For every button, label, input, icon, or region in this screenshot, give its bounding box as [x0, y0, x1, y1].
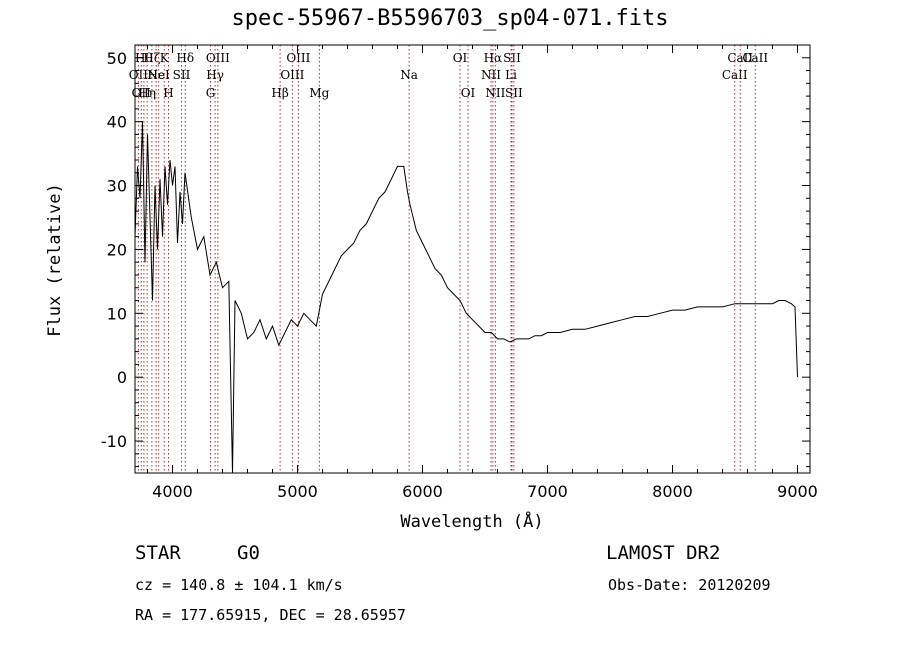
line-label-14: Hβ	[271, 86, 288, 100]
observation-date: Obs-Date: 20120209	[608, 576, 771, 594]
x-axis-label: Wavelength (Å)	[400, 512, 544, 532]
survey-name: LAMOST DR2	[606, 542, 721, 564]
y-axis-label: Flux (relative)	[45, 183, 65, 337]
x-tick-label-1: 5000	[277, 482, 318, 501]
y-tick-label-1: 0	[117, 368, 127, 387]
line-label-22: Hα	[484, 51, 503, 65]
line-label-11: G	[206, 86, 216, 100]
line-label-3: Hη	[138, 86, 156, 100]
object-class: STAR	[135, 542, 181, 564]
line-label-5: Ne	[147, 68, 165, 82]
line-label-6: HeI	[147, 68, 170, 82]
line-label-25: SII	[503, 51, 521, 65]
line-label-18: Na	[400, 68, 418, 82]
chart-title: spec-55967-B5596703_sp04-071.fits	[231, 6, 669, 31]
line-label-2: Hθ	[135, 51, 153, 65]
line-label-23: NII	[485, 86, 505, 100]
line-label-13: OIII	[206, 51, 230, 65]
line-label-12: Hγ	[206, 68, 224, 82]
y-tick-label-4: 30	[107, 177, 127, 196]
line-label-8: H	[163, 86, 173, 100]
line-label-28: CaII	[727, 51, 753, 65]
y-tick-label-6: 50	[107, 49, 127, 68]
redshift-velocity: cz = 140.8 ± 104.1 km/s	[135, 576, 343, 594]
line-label-7: K	[160, 51, 170, 65]
spectrum-line	[134, 121, 798, 474]
y-tick-label-0: -10	[101, 432, 127, 451]
line-label-17: Mg	[309, 86, 329, 100]
plot-frame	[134, 44, 811, 474]
line-label-24: Li	[505, 68, 517, 82]
sky-coordinates: RA = 177.65915, DEC = 28.65957	[135, 606, 406, 624]
y-tick-label-2: 10	[107, 304, 127, 323]
line-label-15: OIII	[280, 68, 304, 82]
y-tick-label-3: 20	[107, 240, 127, 259]
line-label-10: Hδ	[176, 51, 194, 65]
x-tick-label-4: 8000	[652, 482, 693, 501]
line-label-9: SII	[173, 68, 191, 82]
object-subclass: G0	[237, 542, 260, 564]
x-tick-label-3: 7000	[527, 482, 568, 501]
x-tick-label-0: 4000	[152, 482, 193, 501]
line-label-16: OIII	[286, 51, 310, 65]
line-label-26: SII	[505, 86, 523, 100]
line-label-20: OI	[461, 86, 476, 100]
x-tick-label-2: 6000	[402, 482, 443, 501]
y-tick-label-5: 40	[107, 113, 127, 132]
line-label-21: NII	[481, 68, 501, 82]
x-tick-label-5: 9000	[777, 482, 818, 501]
line-label-29: CaII	[742, 51, 768, 65]
line-label-27: CaII	[722, 68, 748, 82]
line-label-19: OI	[453, 51, 468, 65]
